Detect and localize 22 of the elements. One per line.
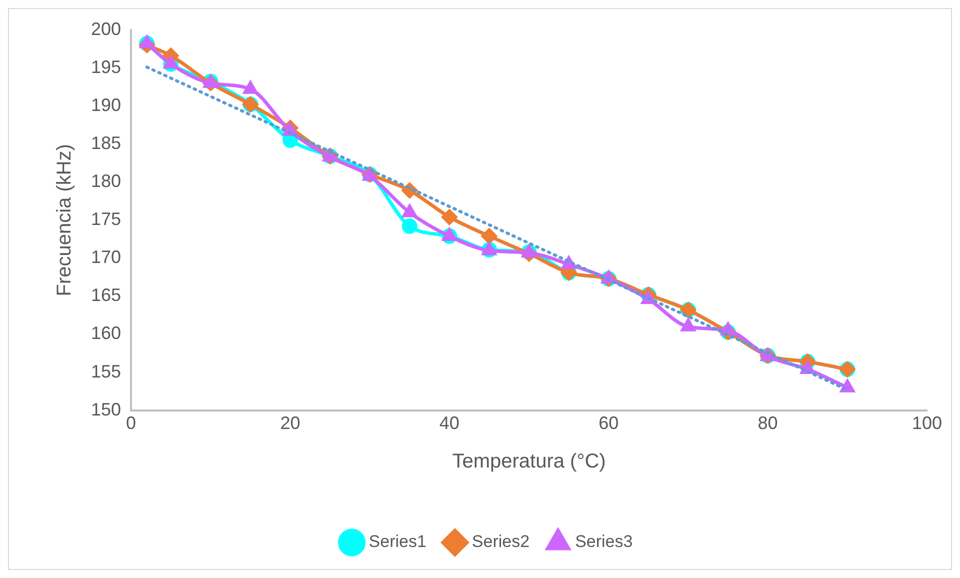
y-tick-label: 150 bbox=[90, 399, 122, 420]
y-axis-title: Frecuencia (kHz) bbox=[54, 144, 76, 296]
y-tick-label: 165 bbox=[90, 285, 122, 306]
x-tick-label: 80 bbox=[758, 413, 778, 434]
x-axis-title: Temperatura (°C) bbox=[452, 450, 606, 473]
y-tick-label: 175 bbox=[90, 209, 122, 230]
y-tick-label: 170 bbox=[90, 247, 122, 268]
y-tick-label: 155 bbox=[90, 361, 122, 382]
x-tick-label: 20 bbox=[280, 413, 300, 434]
x-tick-label: 100 bbox=[912, 413, 942, 434]
y-tick-label: 185 bbox=[90, 132, 122, 153]
y-tick-label: 180 bbox=[90, 171, 122, 192]
y-tick-label: 195 bbox=[90, 56, 122, 77]
y-tick-label: 190 bbox=[90, 94, 122, 115]
legend-label: Series3 bbox=[575, 532, 633, 552]
legend-label: Series1 bbox=[368, 532, 426, 552]
x-tick-label: 40 bbox=[439, 413, 460, 434]
legend-label: Series2 bbox=[472, 532, 530, 552]
x-tick-label: 60 bbox=[598, 413, 619, 434]
y-tick-label: 200 bbox=[90, 18, 122, 39]
x-tick-label: 0 bbox=[126, 413, 136, 434]
y-tick-label: 160 bbox=[90, 323, 122, 344]
